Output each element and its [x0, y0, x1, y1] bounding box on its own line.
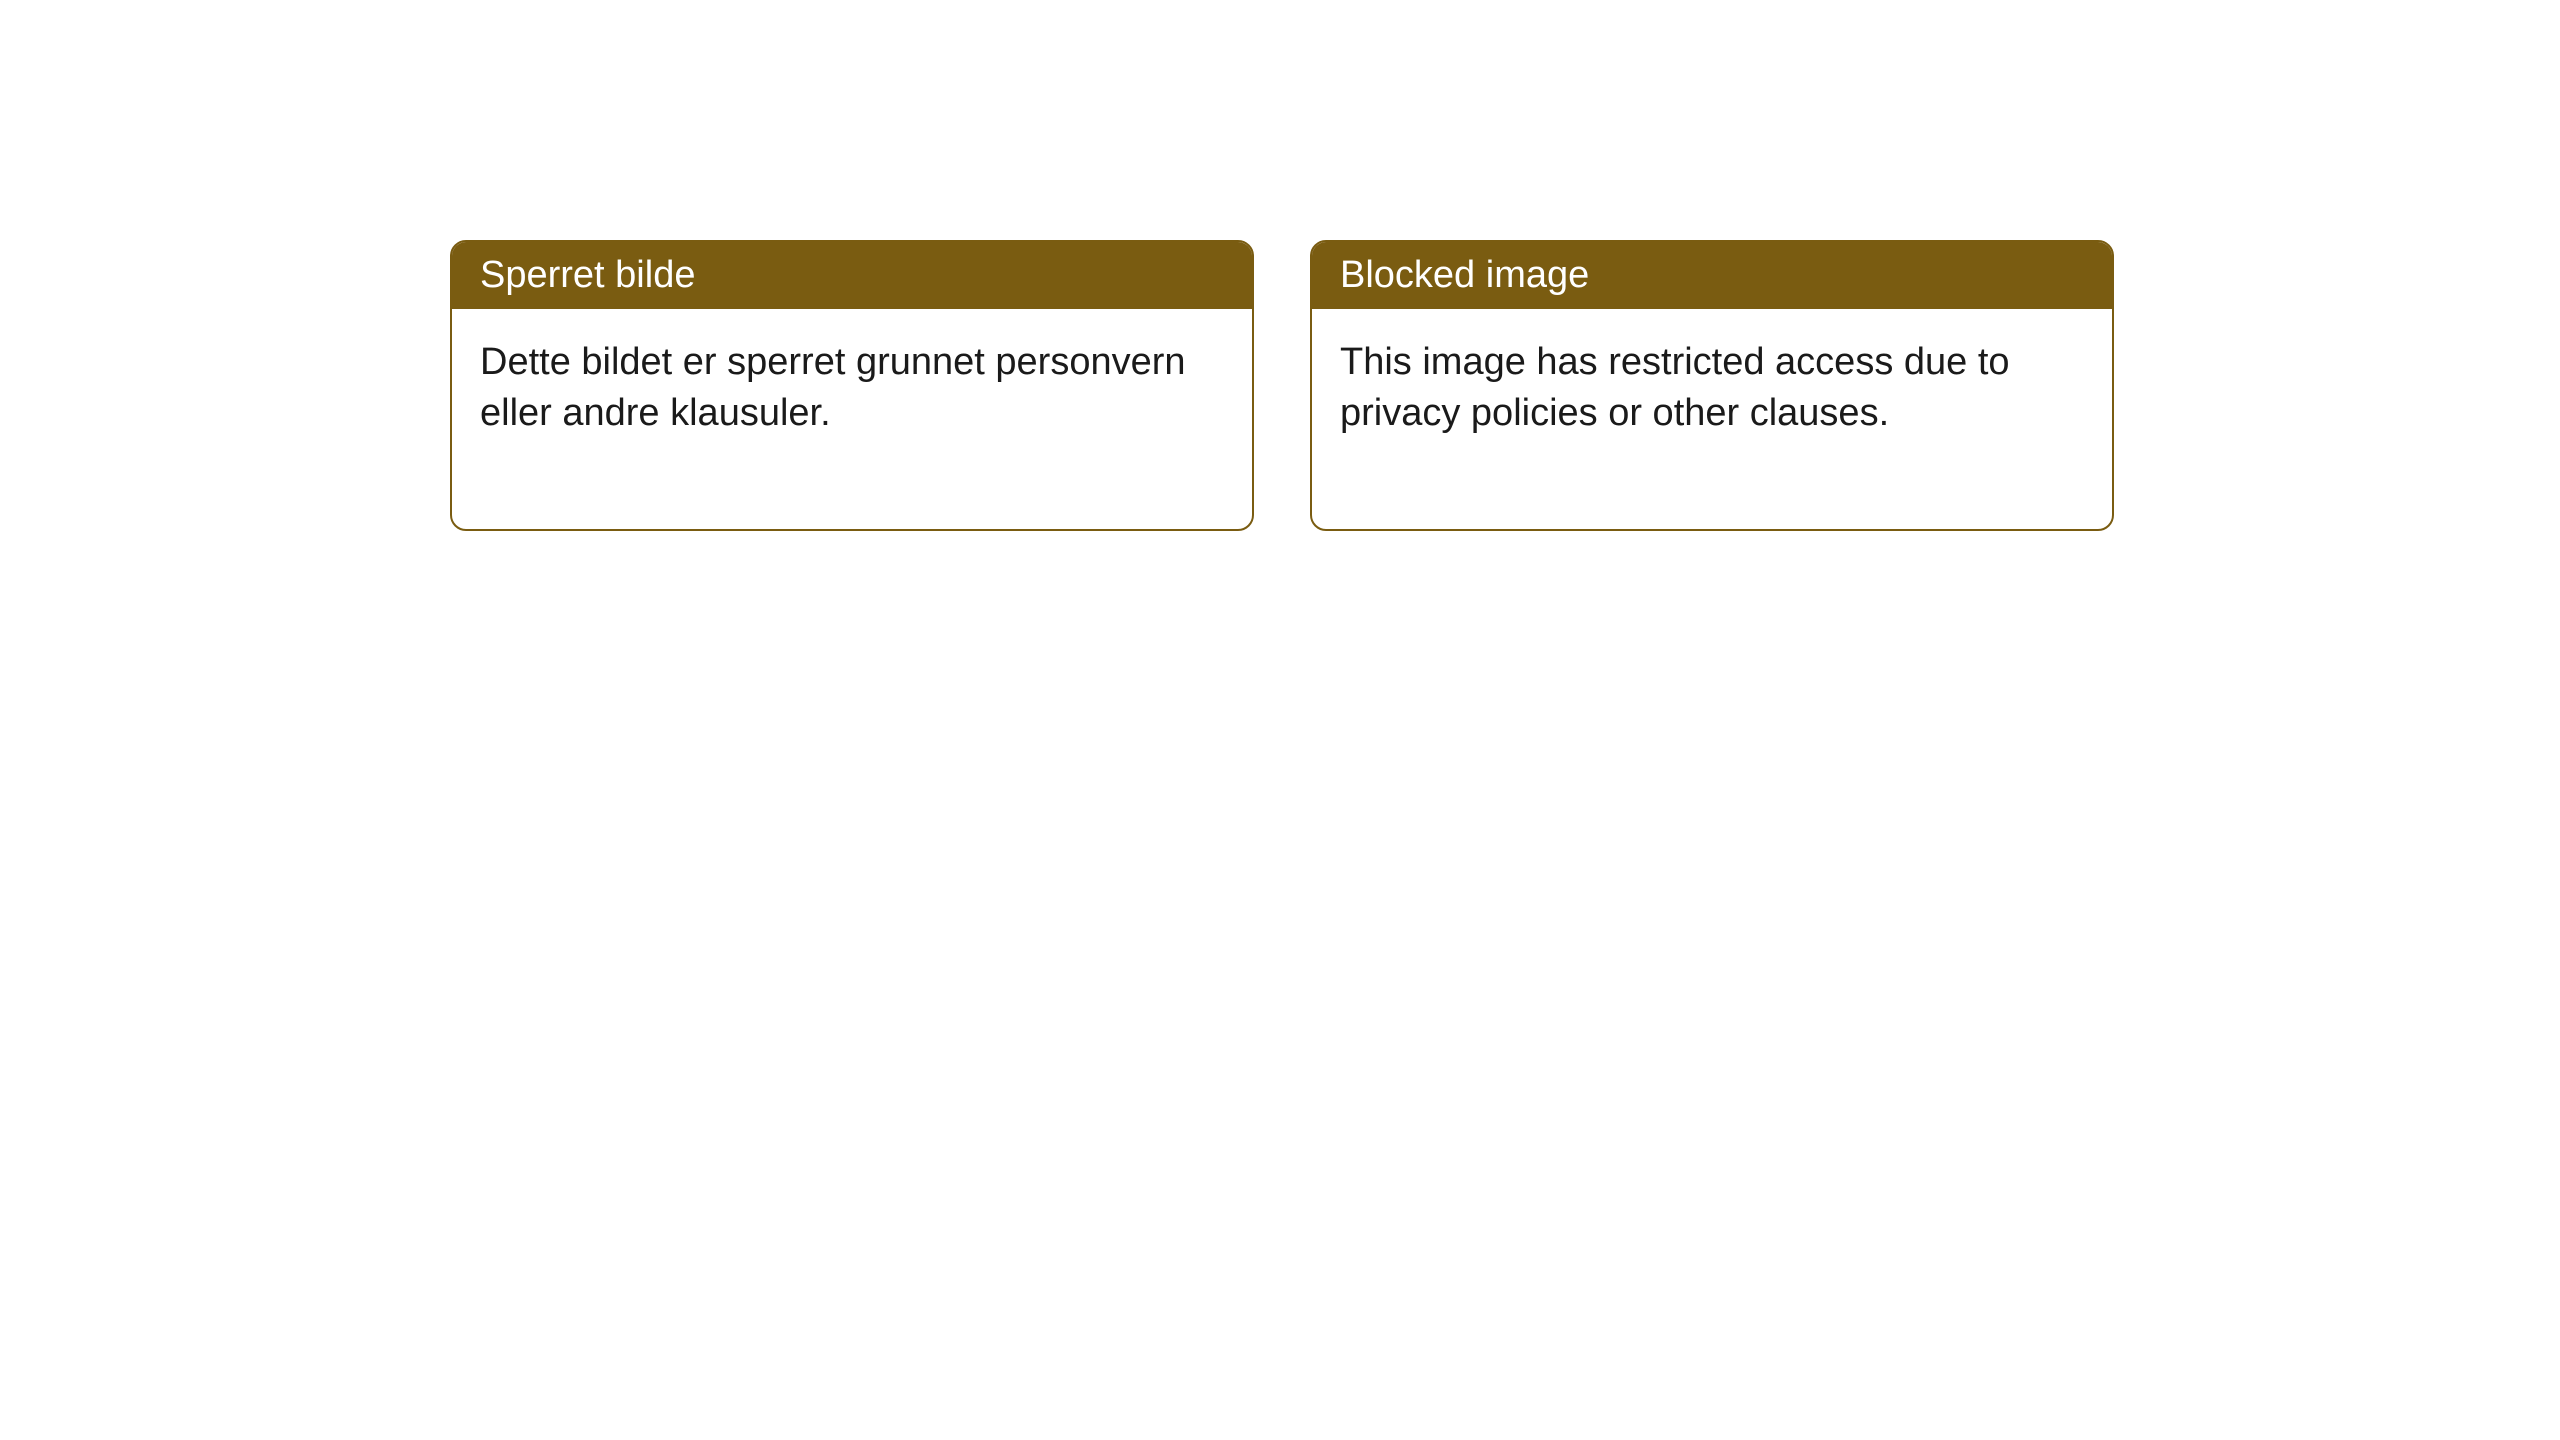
- notice-title: Sperret bilde: [480, 254, 695, 296]
- notice-card-english: Blocked image This image has restricted …: [1310, 240, 2114, 531]
- notice-body-text: This image has restricted access due to …: [1340, 341, 2010, 434]
- notice-title: Blocked image: [1340, 254, 1589, 296]
- notice-body: This image has restricted access due to …: [1312, 309, 2112, 529]
- notice-body-text: Dette bildet er sperret grunnet personve…: [480, 341, 1186, 434]
- notice-container: Sperret bilde Dette bildet er sperret gr…: [0, 0, 2560, 531]
- notice-header: Blocked image: [1312, 242, 2112, 309]
- notice-header: Sperret bilde: [452, 242, 1252, 309]
- notice-body: Dette bildet er sperret grunnet personve…: [452, 309, 1252, 529]
- notice-card-norwegian: Sperret bilde Dette bildet er sperret gr…: [450, 240, 1254, 531]
